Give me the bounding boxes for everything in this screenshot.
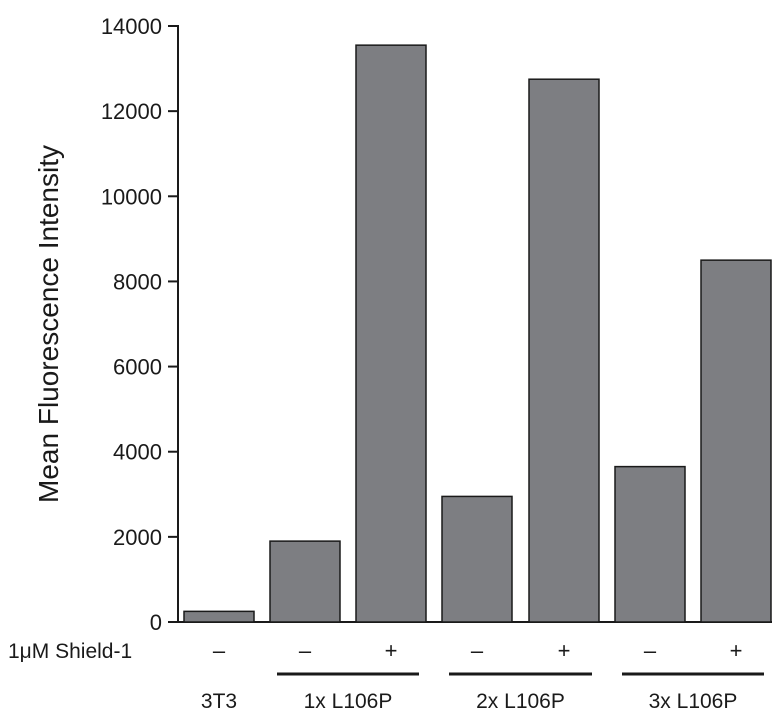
group-label: 3T3 — [201, 690, 237, 713]
treatment-sign: – — [213, 638, 226, 663]
treatment-sign: + — [385, 638, 398, 663]
y-tick-label: 14000 — [101, 14, 162, 39]
treatment-signs: – – + – + – + — [213, 638, 743, 663]
bar — [700, 259, 772, 623]
treatment-sign: – — [299, 638, 312, 663]
y-tick-label: 2000 — [113, 525, 162, 550]
treatment-sign: – — [471, 638, 484, 663]
y-axis-ticks: 0 2000 4000 6000 8000 10000 12000 14000 — [101, 14, 178, 635]
group-label: 1x L106P — [304, 690, 393, 713]
bar — [355, 44, 427, 623]
y-tick-label: 6000 — [113, 355, 162, 380]
y-tick-label: 0 — [150, 610, 162, 635]
group-label: 2x L106P — [476, 690, 565, 713]
bar — [528, 78, 600, 623]
treatment-label: 1μM Shield-1 — [8, 640, 132, 663]
bar — [269, 540, 341, 623]
treatment-sign: + — [558, 638, 571, 663]
bars — [183, 44, 772, 623]
treatment-sign: + — [730, 638, 743, 663]
group-label: 3x L106P — [649, 690, 738, 713]
bar — [441, 495, 513, 623]
y-tick-label: 10000 — [101, 184, 162, 209]
y-tick-label: 4000 — [113, 440, 162, 465]
y-tick-label: 8000 — [113, 269, 162, 294]
bar — [183, 610, 255, 623]
y-tick-label: 12000 — [101, 99, 162, 124]
group-labels: 3T3 1x L106P 2x L106P 3x L106P — [201, 672, 764, 713]
treatment-sign: – — [644, 638, 657, 663]
bar — [614, 465, 686, 623]
y-axis-label: Mean Fluorescence Intensity — [33, 145, 64, 503]
